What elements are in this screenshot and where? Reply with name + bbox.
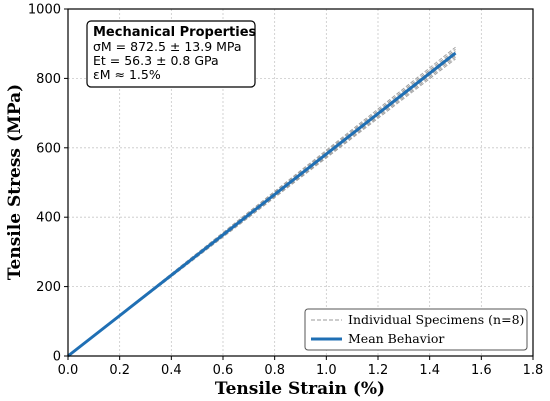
annotation-line-2: Et = 56.3 ± 0.8 GPa [93,53,219,68]
x-tick-label: 1.8 [523,363,544,378]
legend-label-specimens: Individual Specimens (n=8) [348,312,524,327]
specimen-line [67,48,456,357]
y-tick-label: 800 [36,72,61,87]
x-tick-label: 1.4 [419,363,440,378]
y-tick-label: 1000 [28,3,61,18]
mean-line-group [67,51,457,358]
y-tick-label: 400 [36,211,61,226]
y-tick-label: 0 [53,350,61,365]
mean-line [67,51,457,358]
annotation-line-3: εM ≈ 1.5% [93,67,161,82]
x-axis-ticks: 0.0 0.2 0.4 0.6 0.8 1.0 1.2 1.4 1.6 1.8 [58,356,544,378]
x-tick-label: 1.2 [368,363,389,378]
y-axis-label: Tensile Stress (MPa) [5,84,25,280]
x-tick-label: 1.6 [471,363,492,378]
y-tick-label: 600 [36,141,61,156]
legend: Individual Specimens (n=8) Mean Behavior [304,308,528,351]
y-tick-label: 200 [36,280,61,295]
properties-annotation: Mechanical Properties σM = 872.5 ± 13.9 … [86,20,257,88]
annotation-line-1: σM = 872.5 ± 13.9 MPa [93,39,242,54]
x-axis-label: Tensile Strain (%) [215,379,385,399]
x-tick-label: 0.0 [58,363,79,378]
x-tick-label: 0.4 [161,363,182,378]
annotation-box [86,20,256,88]
specimen-line [67,46,456,357]
x-tick-label: 1.0 [316,363,337,378]
legend-box [304,308,528,351]
x-tick-label: 0.2 [109,363,130,378]
plot-frame [67,8,534,357]
annotation-title: Mechanical Properties [93,25,257,40]
x-tick-label: 0.8 [264,363,285,378]
x-tick-label: 0.6 [213,363,234,378]
legend-label-mean: Mean Behavior [348,331,444,346]
y-axis-ticks: 0 200 400 600 800 1000 [28,3,68,365]
